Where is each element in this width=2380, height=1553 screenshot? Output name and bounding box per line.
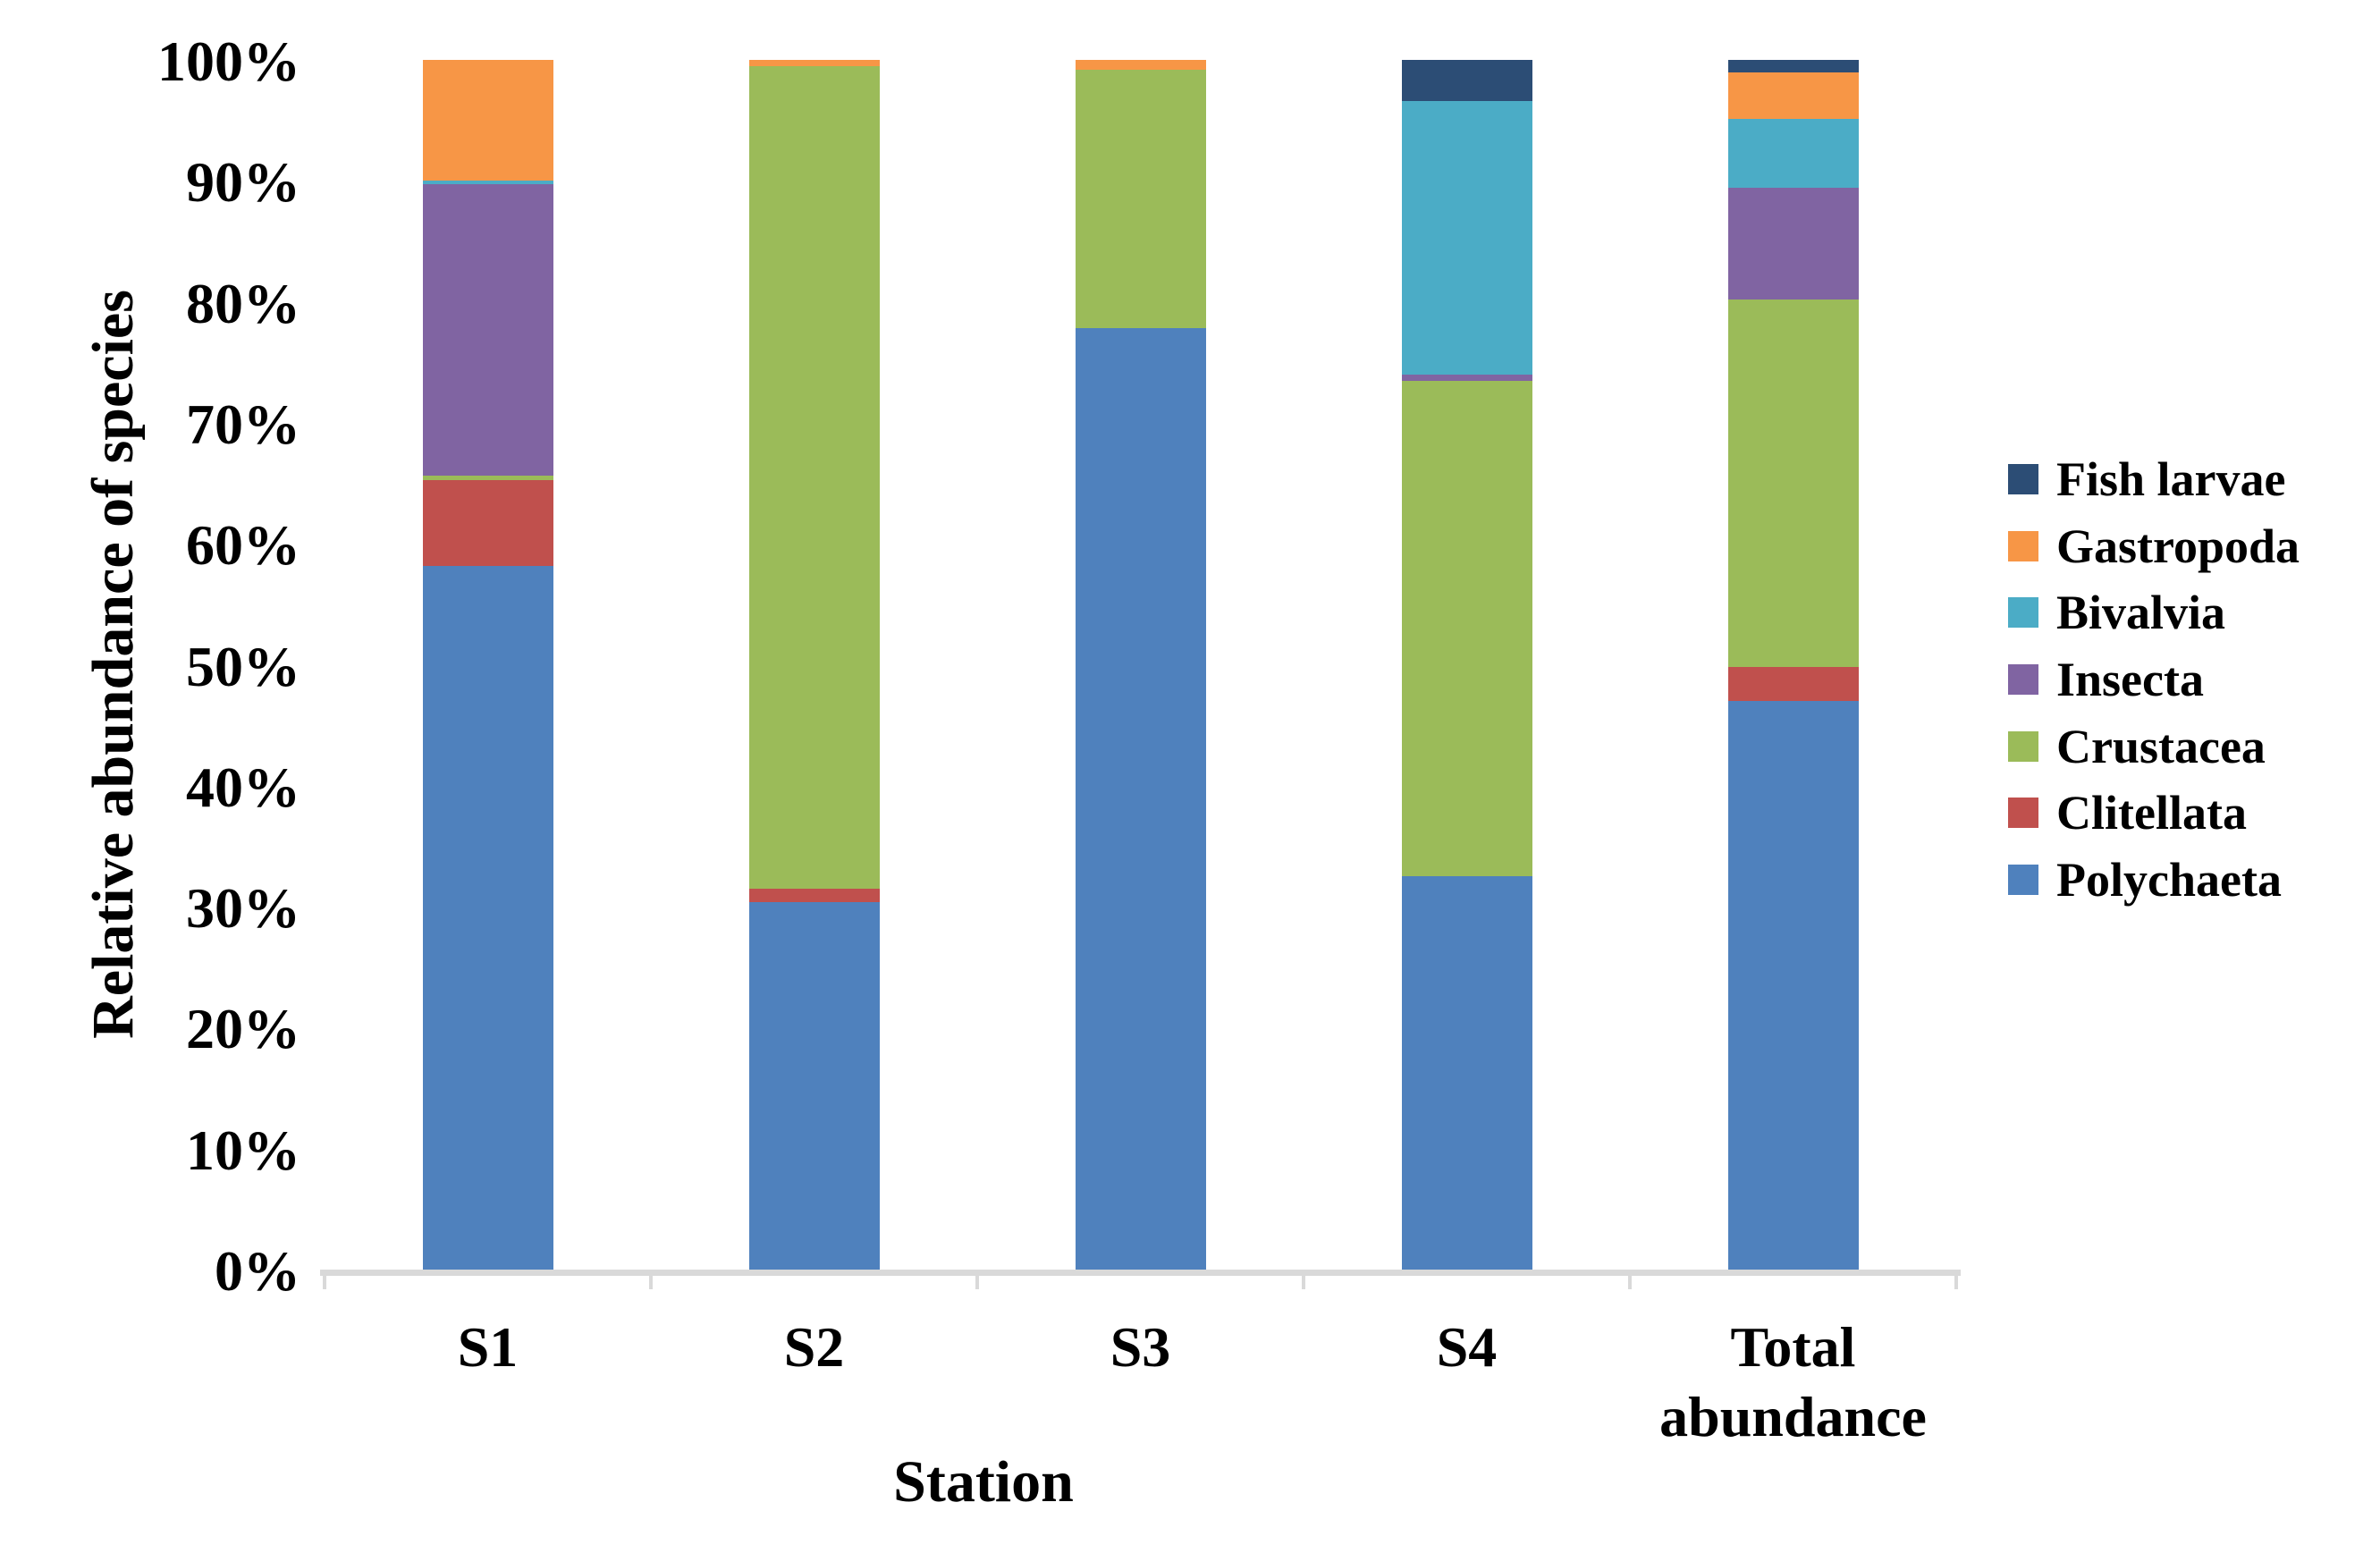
legend-swatch-bivalvia — [2008, 597, 2038, 629]
y-tick-label-40-: 40% — [186, 755, 300, 819]
bar-s3 — [1075, 60, 1206, 1270]
legend-swatch-insecta — [2008, 664, 2038, 696]
segment-insecta-s4 — [1401, 374, 1532, 381]
x-category-label-total-abundance: Total abundance — [1659, 1315, 1927, 1448]
segment-bivalvia-s4 — [1401, 101, 1532, 375]
legend-item-insecta: Insecta — [2008, 646, 2300, 713]
y-tick-label-50-: 50% — [186, 634, 300, 698]
segment-clitellata-s2 — [748, 888, 880, 902]
segment-crustacea-s4 — [1401, 380, 1532, 877]
x-category-label-s2: S2 — [783, 1315, 845, 1379]
y-tick-label-90-: 90% — [186, 150, 300, 215]
segment-crustacea-total-abundance — [1727, 299, 1859, 668]
y-tick-label-60-: 60% — [186, 513, 300, 578]
legend-swatch-fish-larvae — [2008, 464, 2038, 495]
segment-gastropoda-s1 — [422, 60, 553, 181]
legend-label-insecta: Insecta — [2056, 653, 2204, 707]
segment-crustacea-s2 — [748, 65, 880, 889]
legend-item-gastropoda: Gastropoda — [2008, 513, 2300, 580]
legend-item-clitellata: Clitellata — [2008, 780, 2300, 847]
segment-crustacea-s3 — [1075, 69, 1206, 329]
segment-bivalvia-total-abundance — [1727, 119, 1859, 189]
segment-fish-larvae-s4 — [1401, 60, 1532, 102]
legend-label-crustacea: Crustacea — [2056, 719, 2266, 773]
x-axis-tick — [649, 1270, 653, 1289]
segment-gastropoda-total-abundance — [1727, 72, 1859, 120]
segment-insecta-total-abundance — [1727, 188, 1859, 300]
segment-crustacea-s1 — [422, 476, 553, 480]
x-axis-tick — [1954, 1270, 1958, 1289]
y-tick-label-30-: 30% — [186, 876, 300, 941]
segment-gastropoda-s2 — [748, 60, 880, 66]
x-axis-tick — [323, 1270, 326, 1289]
legend-label-clitellata: Clitellata — [2056, 786, 2247, 840]
y-tick-label-20-: 20% — [186, 997, 300, 1061]
x-category-label-s1: S1 — [457, 1315, 519, 1379]
x-category-label-s3: S3 — [1110, 1315, 1171, 1379]
y-tick-label-70-: 70% — [186, 392, 300, 456]
legend-swatch-polychaeta — [2008, 864, 2038, 895]
legend-swatch-crustacea — [2008, 730, 2038, 762]
segment-gastropoda-s3 — [1075, 60, 1206, 70]
legend-item-bivalvia: Bivalvia — [2008, 579, 2300, 646]
legend-label-polychaeta: Polychaeta — [2056, 852, 2282, 907]
legend-item-polychaeta: Polychaeta — [2008, 847, 2300, 914]
segment-clitellata-s1 — [422, 479, 553, 566]
segment-polychaeta-s1 — [422, 565, 553, 1270]
bar-s2 — [748, 60, 880, 1270]
bar-s1 — [422, 60, 553, 1270]
x-axis-tick — [1302, 1270, 1305, 1289]
bar-total-abundance — [1727, 60, 1859, 1270]
segment-polychaeta-s4 — [1401, 876, 1532, 1270]
x-axis-title: Station — [893, 1449, 1074, 1515]
legend-label-fish-larvae: Fish larvae — [2056, 452, 2286, 507]
bar-s4 — [1401, 60, 1532, 1270]
segment-bivalvia-s1 — [422, 181, 553, 185]
x-axis-tick — [975, 1270, 979, 1289]
legend-label-bivalvia: Bivalvia — [2056, 586, 2226, 640]
legend-label-gastropoda: Gastropoda — [2056, 519, 2300, 573]
legend-swatch-gastropoda — [2008, 530, 2038, 561]
legend-item-fish-larvae: Fish larvae — [2008, 446, 2300, 513]
x-axis-tick — [1628, 1270, 1632, 1289]
y-tick-label-80-: 80% — [186, 271, 300, 335]
y-tick-label-100-: 100% — [157, 30, 300, 93]
segment-fish-larvae-total-abundance — [1727, 60, 1859, 72]
x-category-label-s4: S4 — [1436, 1315, 1498, 1379]
legend-item-crustacea: Crustacea — [2008, 713, 2300, 780]
segment-polychaeta-total-abundance — [1727, 701, 1859, 1270]
y-tick-label-0-: 0% — [215, 1239, 300, 1303]
legend: Fish larvae Gastropoda Bivalvia Insecta Crus… — [2008, 446, 2300, 913]
y-tick-label-10-: 10% — [186, 1118, 300, 1182]
legend-swatch-clitellata — [2008, 798, 2038, 829]
segment-insecta-s1 — [422, 184, 553, 477]
x-axis-line — [320, 1270, 1961, 1276]
segment-polychaeta-s2 — [748, 901, 880, 1270]
segment-clitellata-total-abundance — [1727, 667, 1859, 702]
segment-polychaeta-s3 — [1075, 328, 1206, 1270]
